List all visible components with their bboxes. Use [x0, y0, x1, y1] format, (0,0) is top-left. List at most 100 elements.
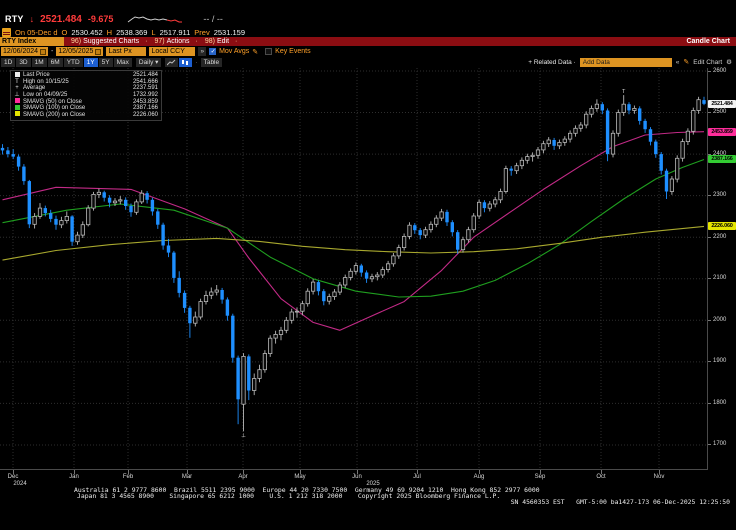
- line-chart-toggle[interactable]: [165, 57, 179, 67]
- chart-legend: Last Price 2521.484 T High on 10/15/25 2541.…: [10, 70, 162, 122]
- y-tick-mark: [708, 195, 711, 197]
- related-data-button[interactable]: + Related Data ·: [528, 58, 576, 66]
- intraday-sparkline: [128, 15, 183, 22]
- smavg-line: [2, 131, 705, 331]
- footer-contact-line-2: Japan 81 3 4565 8900 Singapore 65 6212 1…: [77, 492, 501, 500]
- legend-swatch-icon: [14, 104, 20, 110]
- collapse-panel-button[interactable]: «: [675, 58, 680, 66]
- x-tick-mark: [243, 470, 244, 474]
- period-button-1m[interactable]: 1M: [31, 57, 47, 67]
- price-axis: 1700 1800 1900 2000 2100 2200 2300 2400 2500 2600…: [708, 68, 736, 470]
- menu-item-actions[interactable]: 97) Actions ·: [154, 38, 198, 45]
- menu-items: 96) Suggested Charts · 97) Actions · 98) Edit…: [64, 38, 237, 45]
- chart-flag-icon[interactable]: [2, 27, 11, 37]
- x-tick-mark: [187, 470, 188, 474]
- price-axis-badge: 2453.859: [708, 127, 736, 136]
- smavg-line: [2, 158, 705, 298]
- y-tick-label: 1900: [713, 358, 727, 365]
- down-arrow-icon: ↓: [29, 14, 35, 24]
- footer-terminal-info: SN 4560353 EST GMT-5:00 ba1427-173 06-De…: [510, 498, 730, 506]
- calendar-icon[interactable]: [40, 48, 47, 55]
- menu-bar: RTY Index 96) Suggested Charts · 97) Action…: [0, 37, 736, 46]
- y-tick-mark: [708, 444, 711, 446]
- period-button-1y[interactable]: 1Y: [83, 57, 98, 67]
- edit-mov-avgs-icon[interactable]: ✎: [252, 48, 259, 56]
- legend-row: SMAVG (200) on Close 2226.060: [13, 111, 158, 119]
- period-button-max[interactable]: Max: [113, 57, 132, 67]
- candle-chart-icon: [182, 59, 189, 65]
- period-button-6m[interactable]: 6M: [47, 57, 63, 67]
- y-tick-label: 1800: [713, 399, 727, 406]
- legend-row: ⊥ Low on 04/09/25 1732.992: [14, 92, 158, 99]
- chart-settings-gear-icon[interactable]: ⚙: [726, 59, 732, 66]
- x-tick-label: Nov: [653, 474, 665, 480]
- legend-swatch-icon: [14, 71, 20, 77]
- y-tick-mark: [708, 70, 711, 72]
- frequency-select[interactable]: Daily ▾: [135, 57, 162, 67]
- security-input[interactable]: RTY Index: [0, 37, 64, 46]
- y-tick-label: 1700: [713, 441, 727, 448]
- year-label: 2025: [366, 481, 380, 487]
- prev-label: Prev: [194, 27, 210, 37]
- price-change: -9.675: [87, 14, 114, 24]
- date-from-input[interactable]: 12/06/2024: [1, 47, 49, 56]
- period-button-5y[interactable]: 5Y: [98, 57, 113, 67]
- calendar-icon[interactable]: [95, 48, 102, 55]
- x-tick-mark: [659, 470, 660, 474]
- x-tick-label: Apr: [238, 474, 248, 480]
- x-tick-mark: [13, 470, 14, 474]
- edit-chart-button[interactable]: Edit Chart: [693, 58, 723, 66]
- svg-text:⊥: ⊥: [241, 432, 246, 439]
- candle-chart-toggle[interactable]: [179, 57, 193, 67]
- x-tick-mark: [300, 470, 301, 474]
- date-to-input[interactable]: 12/05/2025: [56, 47, 104, 56]
- y-tick-mark: [708, 153, 711, 155]
- smavg-line: [2, 225, 705, 261]
- legend-row: T High on 10/15/25 2541.666: [15, 78, 158, 85]
- x-tick-label: Aug: [473, 474, 485, 480]
- date-range-dash: -: [51, 48, 54, 55]
- add-data-input[interactable]: Add Data: [579, 57, 672, 67]
- quote-header: RTY ↓ 2521.484 -9.675 -- / --: [5, 13, 223, 25]
- price-field-select[interactable]: Last Px: [106, 47, 147, 56]
- period-button-3d[interactable]: 3D: [16, 57, 31, 67]
- y-tick-mark: [708, 361, 711, 363]
- open-label: O: [61, 27, 68, 37]
- key-events-label[interactable]: Key Events: [275, 48, 311, 55]
- menu-item-edit[interactable]: 98) Edit ·: [204, 38, 238, 45]
- chart-settings-row: 12/06/2024 - 12/05/2025 Last Px Local CC…: [1, 47, 311, 56]
- currency-select[interactable]: Local CCY: [149, 47, 196, 56]
- expand-button[interactable]: »: [198, 47, 207, 56]
- open-value: 2530.452: [71, 27, 103, 37]
- candlestick-chart-plot[interactable]: T⊥: [0, 68, 708, 470]
- period-button-1d[interactable]: 1D: [1, 57, 16, 67]
- y-tick-mark: [708, 236, 711, 238]
- x-tick-label: Oct: [596, 474, 606, 480]
- menu-item-suggested-charts[interactable]: 96) Suggested Charts ·: [71, 38, 148, 45]
- x-tick-label: Jan: [69, 474, 79, 480]
- price-axis-badge: 2521.484: [708, 99, 736, 108]
- svg-text:T: T: [622, 89, 626, 95]
- last-price: 2521.484: [40, 13, 82, 25]
- ticker-symbol: RTY: [5, 14, 24, 24]
- low-label: L: [151, 27, 156, 37]
- mov-avgs-checkbox[interactable]: [209, 48, 217, 55]
- x-tick-mark: [540, 470, 541, 474]
- x-tick-label: Mar: [181, 474, 193, 480]
- x-tick-label: Jul: [413, 474, 421, 480]
- table-button[interactable]: Table: [200, 57, 223, 67]
- prev-value: 2531.159: [213, 27, 246, 37]
- price-axis-badge: 2226.060: [708, 222, 736, 231]
- period-button-ytd[interactable]: YTD: [63, 57, 83, 67]
- y-tick-label: 2100: [713, 275, 727, 282]
- key-events-checkbox[interactable]: [265, 48, 273, 55]
- date-to-value: 12/05/2025: [58, 48, 94, 55]
- x-tick-label: Dec: [7, 474, 19, 480]
- high-label: H: [106, 27, 113, 37]
- x-tick-mark: [128, 470, 129, 474]
- mov-avgs-label[interactable]: Mov Avgs: [219, 48, 250, 55]
- x-tick-mark: [479, 470, 480, 474]
- y-tick-mark: [708, 402, 711, 404]
- chart-type-title: Candle Chart: [686, 38, 730, 45]
- x-tick-mark: [417, 470, 418, 474]
